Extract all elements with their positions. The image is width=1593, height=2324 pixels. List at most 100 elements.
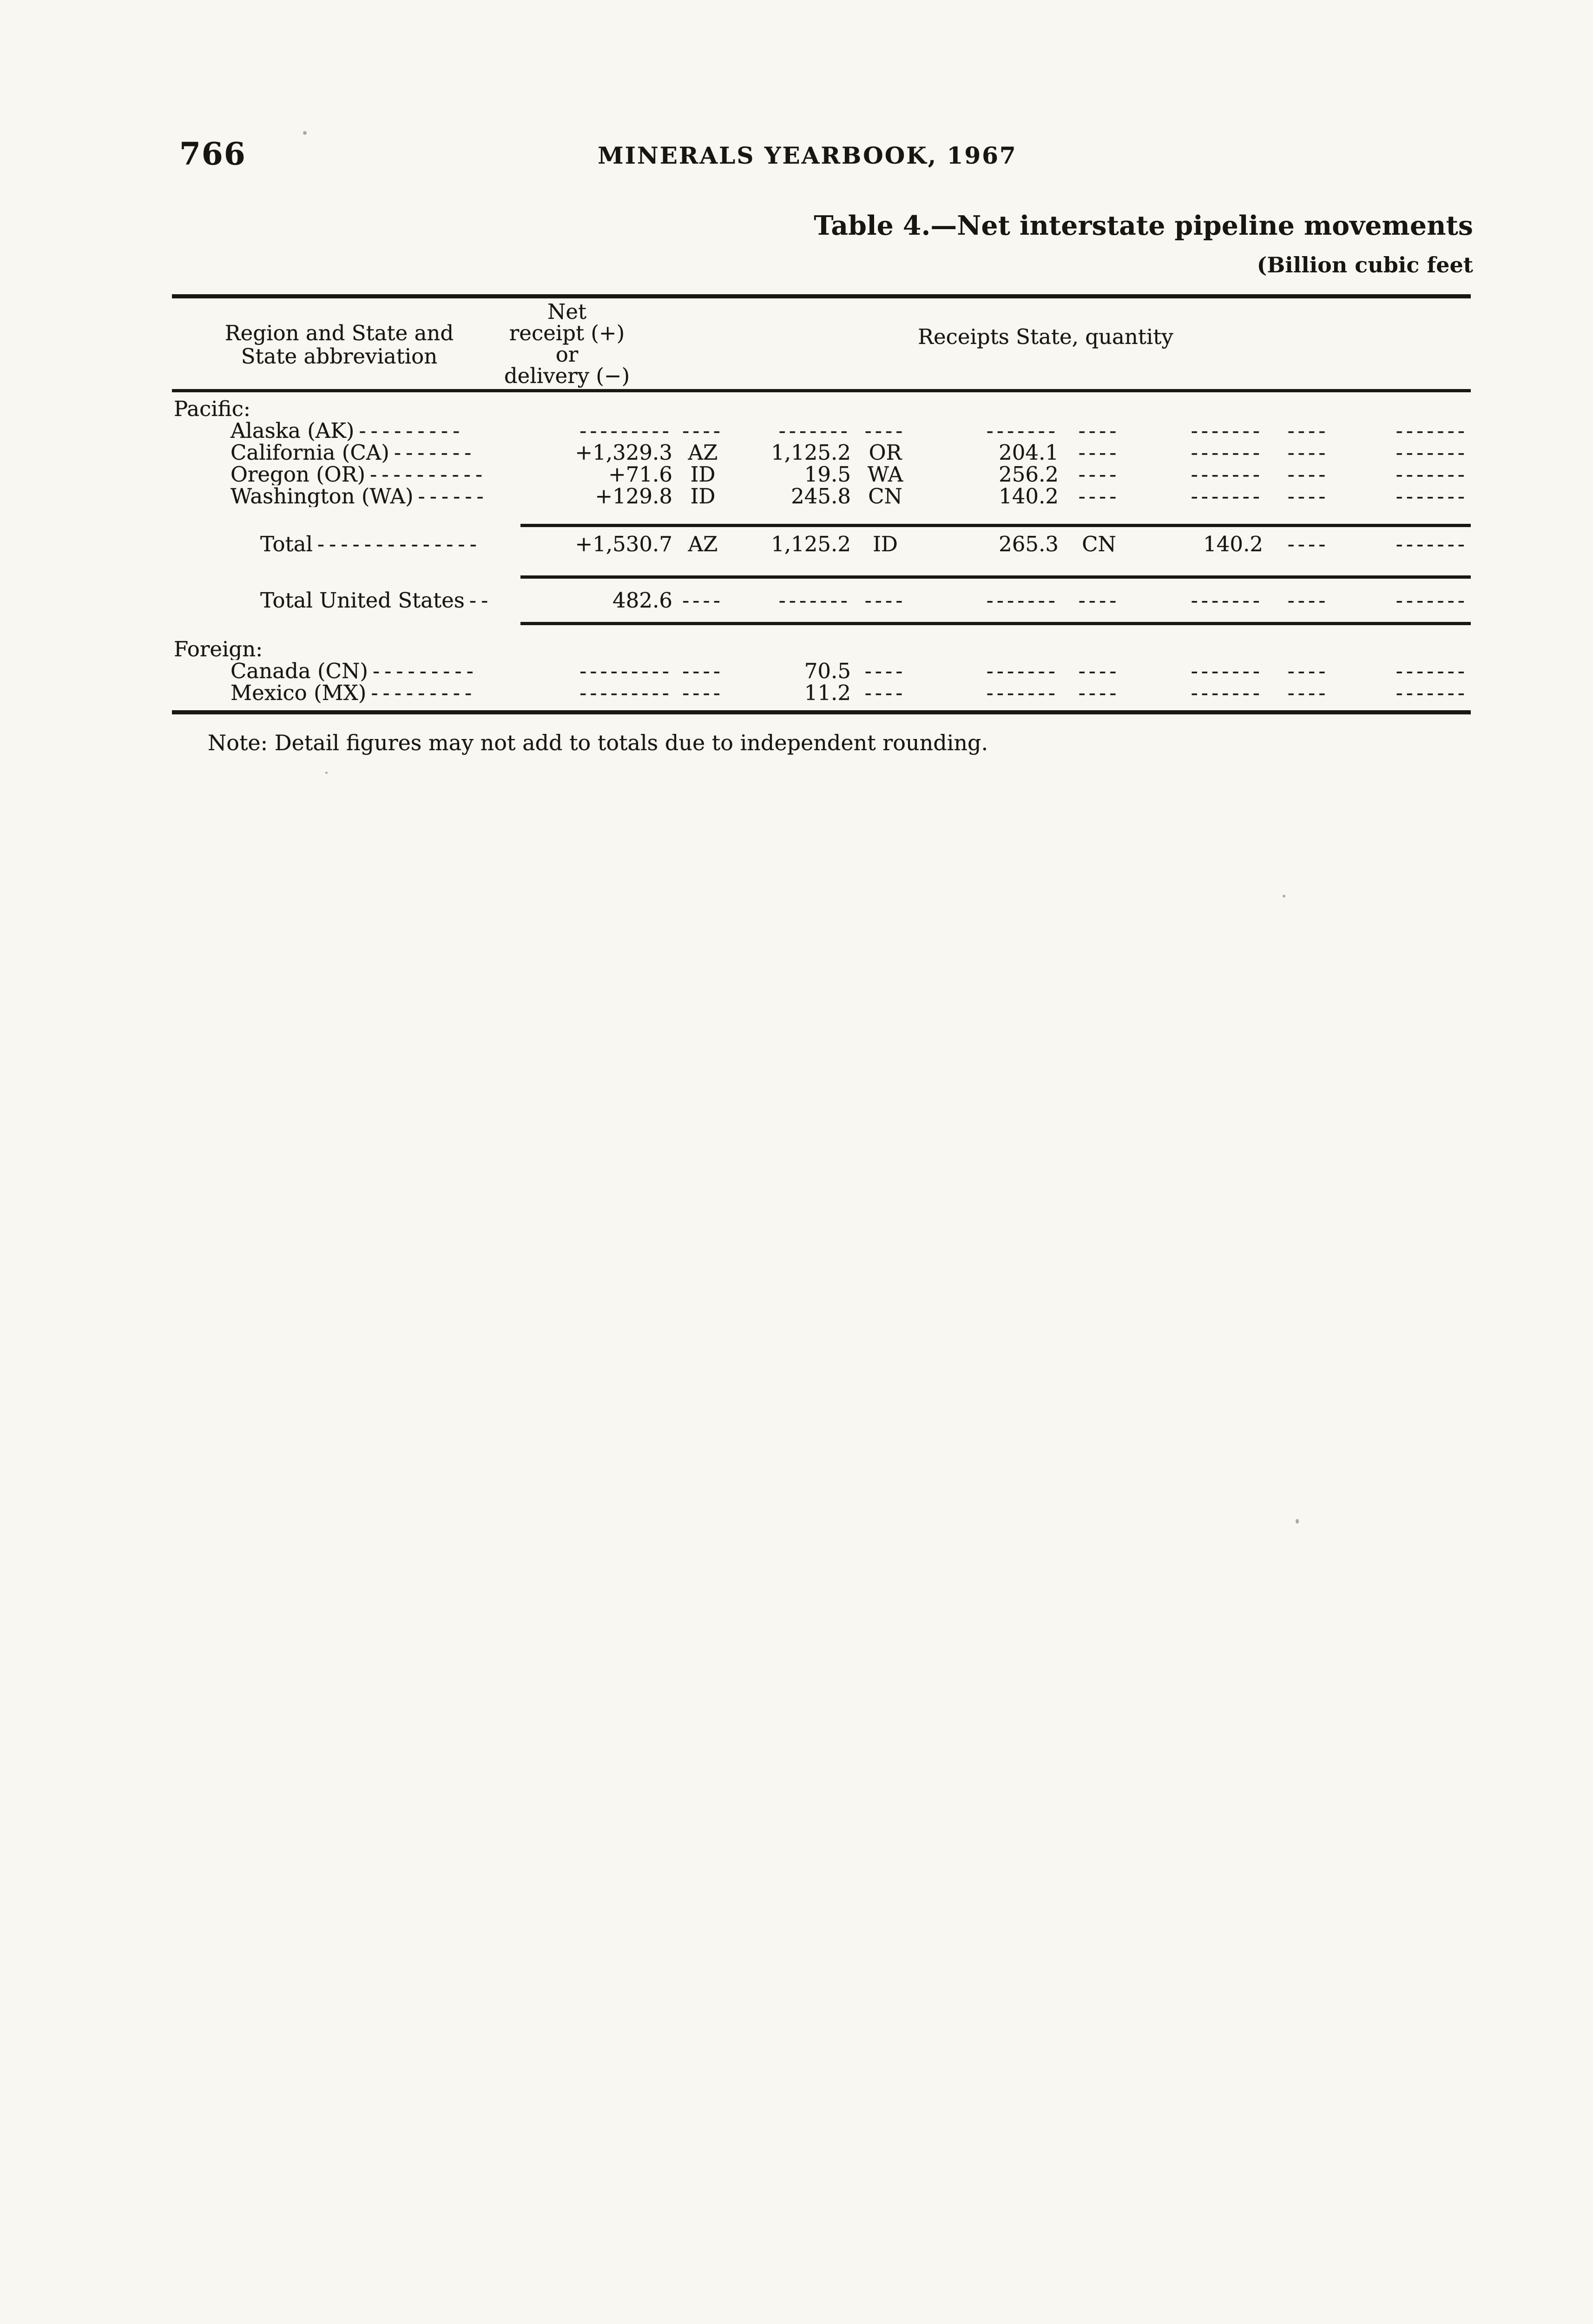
header-net-receipt: Net receipt (+) or delivery (−) xyxy=(474,301,660,387)
qty-cell: ------- xyxy=(986,660,1059,682)
state-cell: ---- xyxy=(1287,485,1329,507)
scan-speck xyxy=(1283,895,1285,898)
table-rule-top xyxy=(172,294,1471,298)
row-label: Canada (CN) --------- xyxy=(172,660,534,682)
state-cell: ---- xyxy=(682,420,724,442)
header-net-line3: or xyxy=(555,342,579,367)
header-region-state: Region and State and State abbreviation xyxy=(177,322,502,368)
state-cell: ---- xyxy=(1078,485,1120,507)
row-label: Total United States -- xyxy=(172,589,534,611)
table-note: Note: Detail figures may not add to tota… xyxy=(208,730,988,755)
state-cell: WA xyxy=(867,463,903,485)
header-net-line2: receipt (+) xyxy=(509,321,625,345)
qty-cell: 1,125.2 xyxy=(771,442,851,463)
table-row-section-foreign: Foreign: xyxy=(172,638,1471,660)
table-row-total: Total -------------- +1,530.7 AZ 1,125.2 … xyxy=(172,533,1471,555)
qty-cell: ------- xyxy=(778,589,851,611)
qty-cell: 245.8 xyxy=(791,485,851,507)
table-row-alaska: Alaska (AK) --------- --------- ---- ----… xyxy=(172,420,1471,442)
state-cell: ---- xyxy=(1287,442,1329,463)
qty-cell: 140.2 xyxy=(1203,533,1263,555)
state-cell: ---- xyxy=(1078,420,1120,442)
header-net-line4: delivery (−) xyxy=(504,363,630,388)
table-rule-below-total xyxy=(520,575,1471,579)
net-cell: --------- xyxy=(579,420,672,442)
state-cell: ---- xyxy=(1078,442,1120,463)
section-label: Foreign: xyxy=(174,638,263,660)
dot-leader: -- xyxy=(469,589,493,611)
qty-cell: 265.3 xyxy=(999,533,1059,555)
header-receipts-state: Receipts State, quantity xyxy=(918,324,1173,349)
scan-speck xyxy=(303,131,307,135)
qty-cell: ------- xyxy=(778,420,851,442)
state-cell: ---- xyxy=(682,660,724,682)
net-cell: --------- xyxy=(579,660,672,682)
table-title: Table 4.—Net interstate pipeline movemen… xyxy=(814,210,1473,241)
dot-leader: --------- xyxy=(359,420,465,442)
state-cell: ---- xyxy=(682,589,724,611)
state-cell: ---- xyxy=(1287,682,1329,704)
state-cell: ---- xyxy=(864,682,906,704)
qty-cell: ------- xyxy=(1191,442,1263,463)
qty-cell: 19.5 xyxy=(804,463,851,485)
qty-cell: ------- xyxy=(986,420,1059,442)
row-label: Alaska (AK) --------- xyxy=(172,420,534,442)
state-cell: OR xyxy=(869,442,902,463)
table-rule-above-total xyxy=(520,524,1471,527)
qty-cell: ------- xyxy=(1191,660,1263,682)
scan-speck xyxy=(1296,1519,1299,1524)
state-cell: ---- xyxy=(864,420,906,442)
state-cell: ID xyxy=(690,463,716,485)
state-cell: ---- xyxy=(1078,682,1120,704)
state-cell: CN xyxy=(1082,533,1116,555)
qty-cell: ------- xyxy=(1191,463,1263,485)
qty-cell: ------- xyxy=(1396,463,1468,485)
pipeline-movements-table: Region and State and State abbreviation … xyxy=(172,294,1471,714)
qty-cell: 140.2 xyxy=(999,485,1059,507)
header-net-line1: Net xyxy=(547,299,587,324)
dot-leader: -------------- xyxy=(317,533,481,555)
table-row-canada: Canada (CN) --------- --------- ---- 70.5… xyxy=(172,660,1471,682)
table-rule-bottom xyxy=(172,710,1471,714)
dot-leader: --------- xyxy=(371,682,477,704)
state-cell: CN xyxy=(868,485,902,507)
state-cell: ID xyxy=(873,533,898,555)
dot-leader: ------ xyxy=(418,485,488,507)
qty-cell: ------- xyxy=(1191,682,1263,704)
qty-cell: ------- xyxy=(1396,660,1468,682)
qty-cell: ------- xyxy=(1191,589,1263,611)
header-region-line1: Region and State and xyxy=(224,321,454,345)
state-cell: ---- xyxy=(1078,660,1120,682)
qty-cell: ------- xyxy=(1396,485,1468,507)
net-cell: --------- xyxy=(579,682,672,704)
table-row-section-pacific: Pacific: xyxy=(172,398,1471,420)
net-cell: 482.6 xyxy=(612,589,672,611)
header-region-line2: State abbreviation xyxy=(241,344,438,369)
table-rule-below-total-us xyxy=(520,622,1471,625)
state-cell: ---- xyxy=(1078,463,1120,485)
row-label: Washington (WA) ------ xyxy=(172,485,534,507)
net-cell: +1,530.7 xyxy=(575,533,672,555)
state-cell: ---- xyxy=(1287,660,1329,682)
qty-cell: 11.2 xyxy=(804,682,851,704)
scan-speck xyxy=(325,772,328,774)
state-cell: ---- xyxy=(1287,589,1329,611)
qty-cell: 1,125.2 xyxy=(771,533,851,555)
row-label: Total -------------- xyxy=(172,533,534,555)
table-row-california: California (CA) ------- +1,329.3 AZ 1,125… xyxy=(172,442,1471,463)
qty-cell: ------- xyxy=(1191,420,1263,442)
table-rule-under-header xyxy=(172,389,1471,392)
table-row-washington: Washington (WA) ------ +129.8 ID 245.8 CN… xyxy=(172,485,1471,507)
qty-cell: ------- xyxy=(986,589,1059,611)
qty-cell: ------- xyxy=(1396,682,1468,704)
qty-cell: 256.2 xyxy=(999,463,1059,485)
qty-cell: ------- xyxy=(1396,420,1468,442)
dot-leader: --------- xyxy=(372,660,478,682)
net-cell: +1,329.3 xyxy=(575,442,672,463)
state-cell: ---- xyxy=(1287,420,1329,442)
qty-cell: 204.1 xyxy=(999,442,1059,463)
row-label: California (CA) ------- xyxy=(172,442,534,463)
state-cell: ---- xyxy=(1287,533,1329,555)
state-cell: ---- xyxy=(864,660,906,682)
